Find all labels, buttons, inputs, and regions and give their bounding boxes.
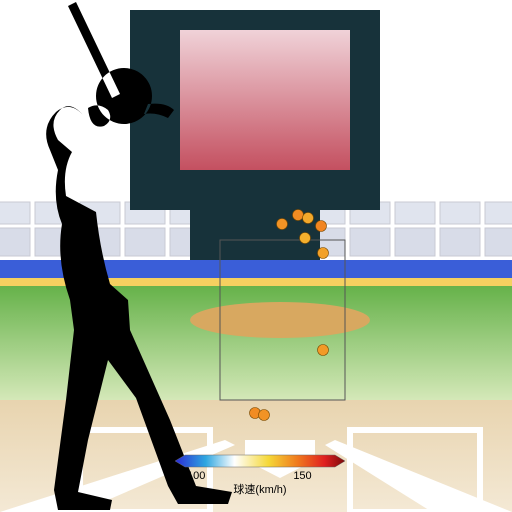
colorbar-label: 球速(km/h): [233, 482, 286, 496]
pitch-marker: [303, 213, 314, 224]
scoreboard-screen: [180, 30, 350, 170]
pitch-marker: [300, 233, 311, 244]
pitch-marker: [318, 345, 329, 356]
pitch-marker: [316, 221, 327, 232]
pitch-marker: [318, 248, 329, 259]
colorbar-tick: 150: [293, 470, 311, 482]
pitch-marker: [259, 410, 270, 421]
pitchers-mound: [190, 302, 370, 338]
colorbar-tick: 100: [187, 470, 205, 482]
pitch-marker: [277, 219, 288, 230]
pitch-marker: [293, 210, 304, 221]
